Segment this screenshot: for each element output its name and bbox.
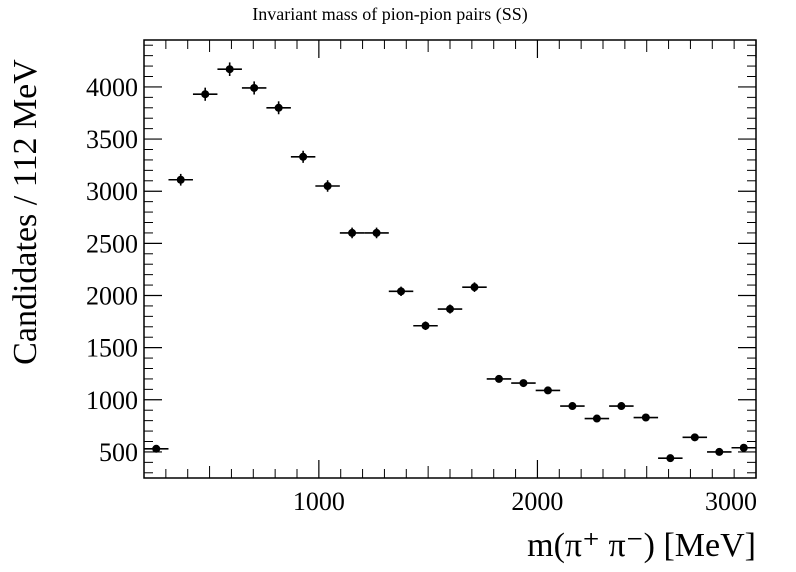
data-point — [437, 304, 463, 314]
point-marker — [641, 413, 650, 422]
y-axis-title: Candidates / 112 MeV — [7, 59, 44, 365]
data-point — [731, 443, 756, 452]
point-marker — [299, 152, 308, 161]
data-point — [315, 180, 340, 192]
data-point — [511, 379, 536, 388]
data-point — [364, 227, 389, 239]
point-marker — [348, 228, 357, 237]
axis-ticks — [144, 40, 757, 478]
data-point — [560, 402, 585, 411]
point-marker — [152, 444, 161, 453]
chart-title: Invariant mass of pion-pion pairs (SS) — [252, 4, 527, 25]
y-tick-label: 4000 — [86, 73, 138, 102]
x-tick-label: 3000 — [705, 487, 757, 516]
x-axis-tick-labels: 1000 2000 3000 — [293, 487, 757, 516]
y-axis-tick-labels: 500 1000 1500 2000 2500 3000 3500 4000 — [86, 73, 138, 467]
point-marker — [323, 182, 332, 190]
point-marker — [617, 402, 626, 411]
data-point — [658, 454, 683, 463]
y-tick-label: 3500 — [86, 125, 138, 154]
y-tick-label: 2500 — [86, 229, 138, 258]
point-marker — [372, 228, 381, 237]
y-tick-label: 3000 — [86, 177, 138, 206]
data-point — [192, 87, 218, 101]
x-tick-label: 1000 — [293, 487, 345, 516]
data-point — [584, 414, 610, 423]
y-tick-label: 1500 — [86, 334, 138, 363]
y-tick-label: 2000 — [86, 282, 138, 311]
point-marker — [470, 283, 479, 292]
point-marker — [690, 433, 699, 442]
point-marker — [201, 90, 210, 99]
point-marker — [176, 175, 185, 184]
point-marker — [494, 374, 503, 383]
point-marker — [519, 379, 528, 388]
data-point — [633, 413, 659, 422]
y-tick-label: 500 — [99, 438, 138, 467]
y-tick-label: 1000 — [86, 386, 138, 415]
x-tick-label: 2000 — [511, 487, 563, 516]
data-point — [682, 433, 708, 442]
data-point — [241, 81, 267, 95]
data-point — [339, 227, 365, 239]
plot-frame — [143, 39, 757, 479]
point-marker — [568, 402, 577, 411]
point-marker — [225, 65, 234, 74]
point-marker — [446, 305, 454, 314]
data-point — [462, 282, 487, 292]
point-marker — [250, 83, 259, 92]
data-point — [168, 173, 193, 186]
data-point — [609, 402, 634, 411]
data-point — [707, 447, 732, 456]
point-marker — [421, 321, 430, 330]
data-point — [217, 62, 242, 76]
point-marker — [543, 386, 552, 395]
point-marker — [666, 454, 675, 463]
data-point — [144, 444, 169, 453]
point-marker — [274, 103, 283, 112]
data-point — [413, 321, 438, 331]
data-point — [535, 386, 561, 395]
data-point — [388, 286, 414, 297]
point-marker — [592, 414, 601, 423]
data-point — [290, 150, 316, 163]
x-axis-title: m(π⁺ π⁻) [MeV] — [527, 527, 756, 564]
point-marker — [715, 447, 724, 456]
data-points — [144, 62, 756, 463]
data-point — [266, 101, 291, 115]
data-point — [486, 374, 512, 383]
point-marker — [739, 443, 748, 452]
point-marker — [397, 287, 406, 296]
